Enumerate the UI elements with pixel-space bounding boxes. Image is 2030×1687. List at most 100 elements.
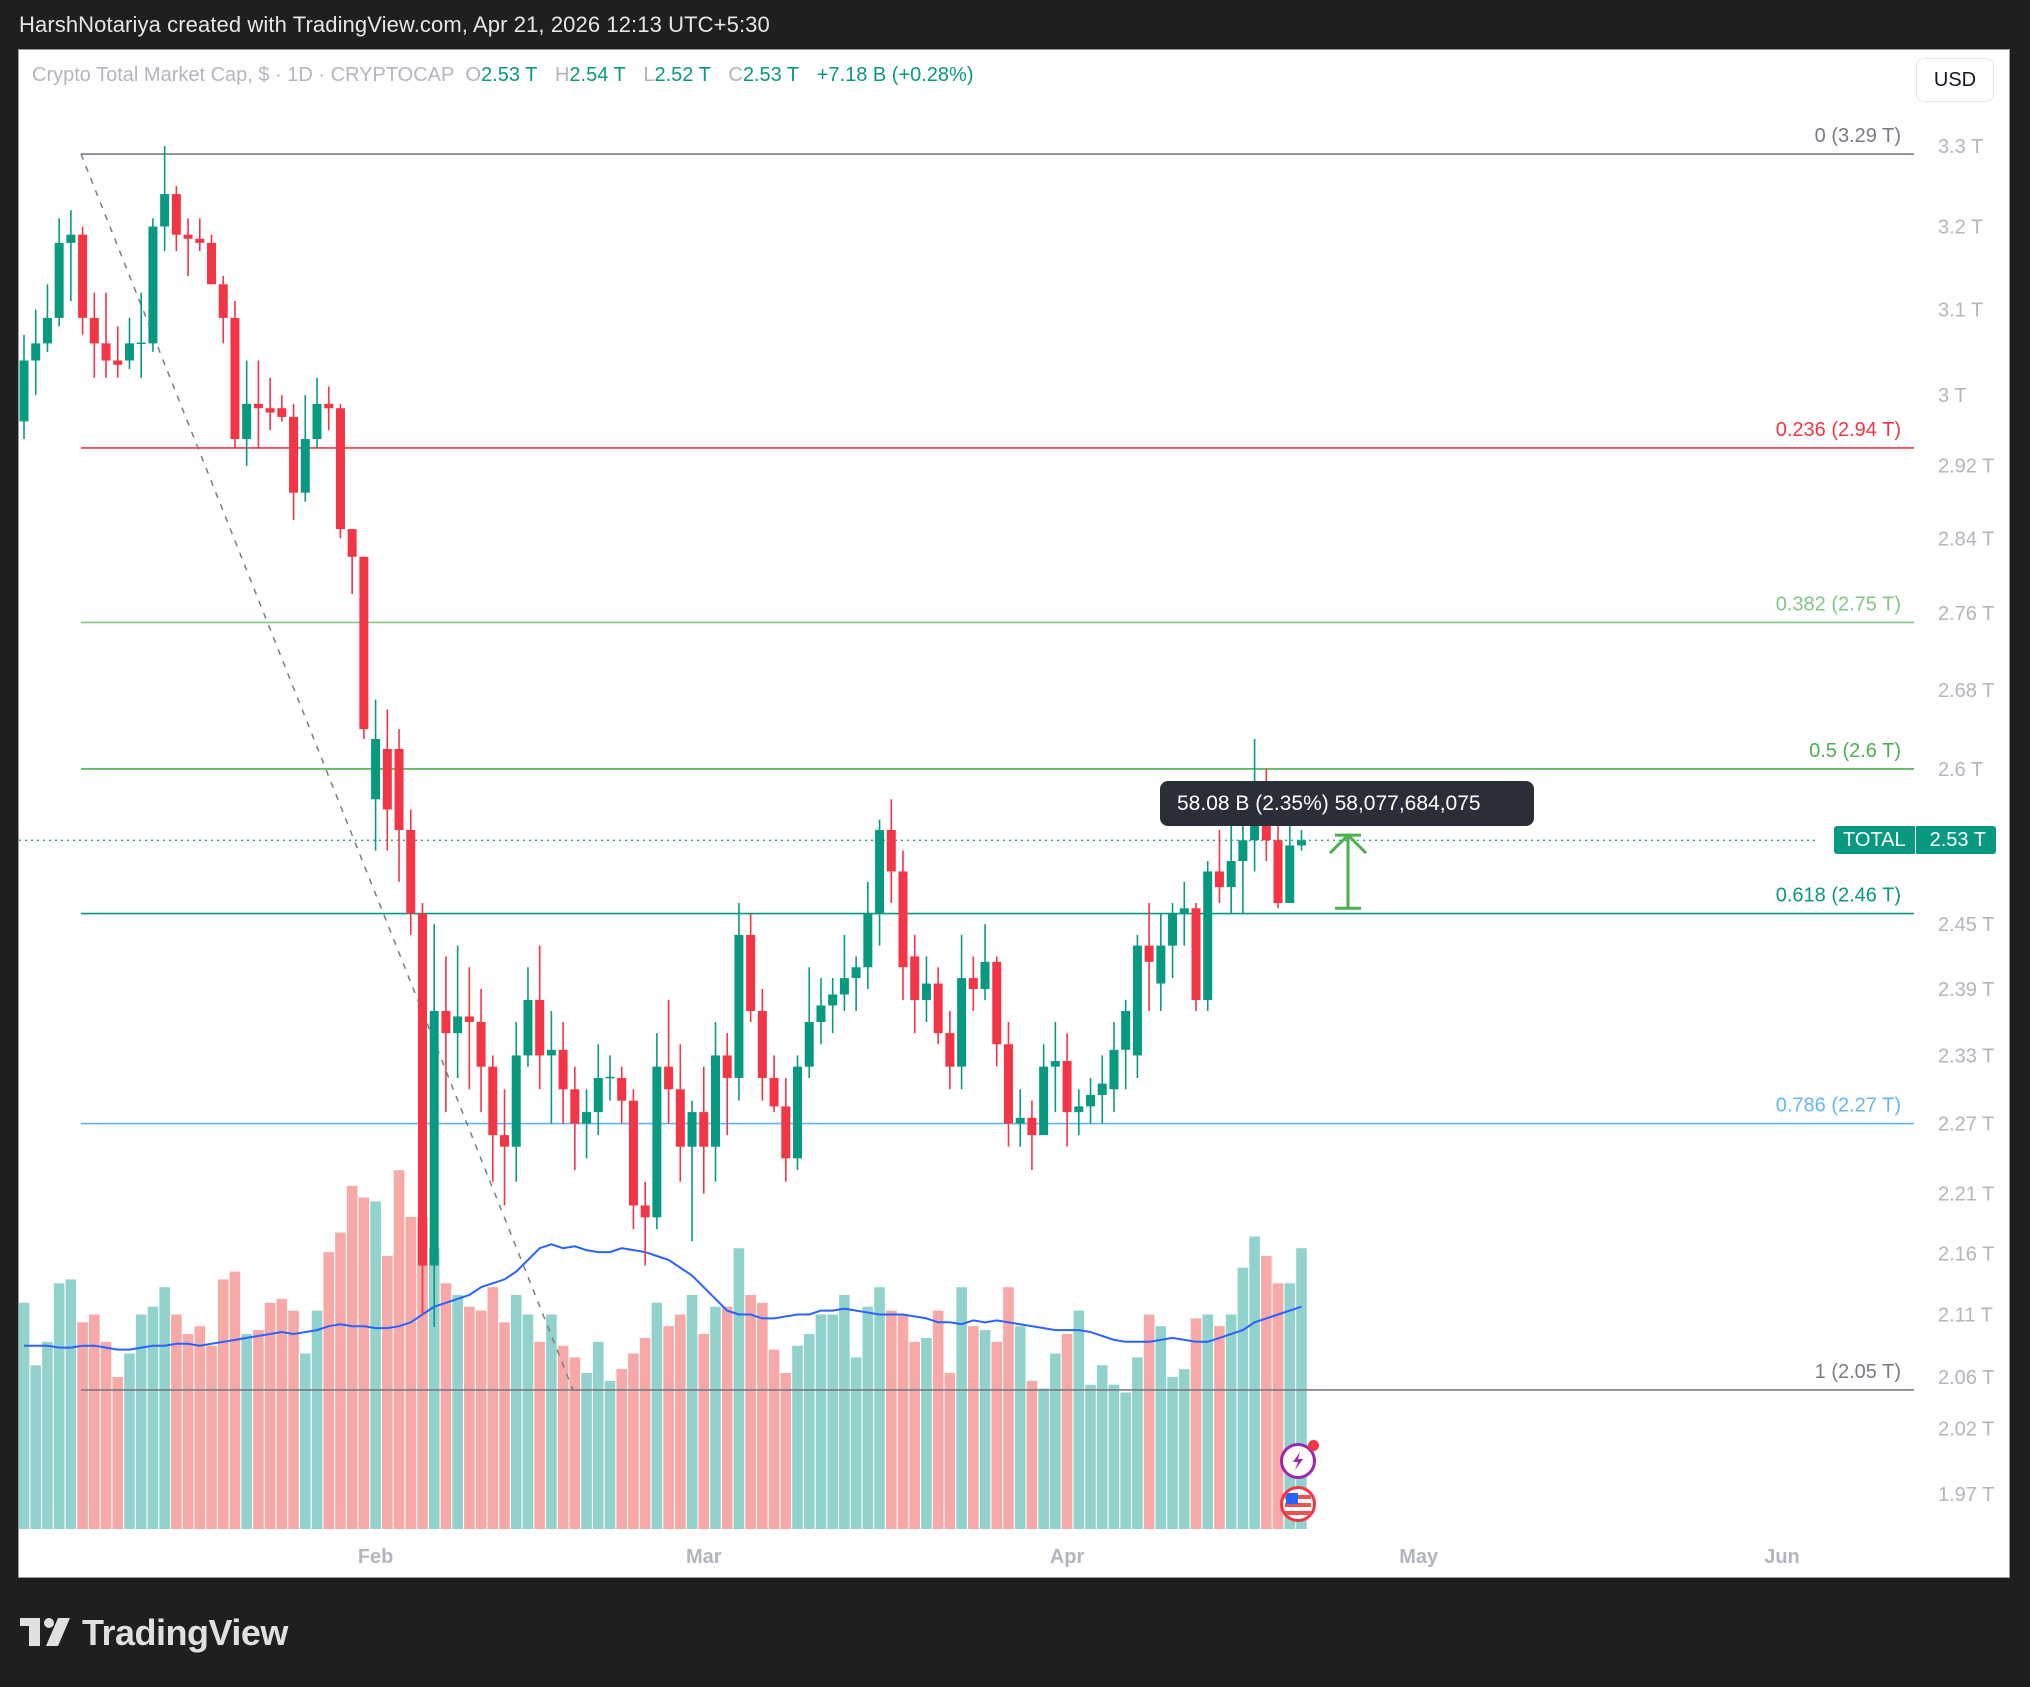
candle-body: [781, 1106, 791, 1159]
candle-body: [886, 829, 896, 872]
volume-bar: [135, 1314, 147, 1529]
volume-bar: [393, 1170, 405, 1529]
volume-bar: [522, 1314, 534, 1529]
volume-bar: [253, 1330, 264, 1529]
candle-body: [1203, 871, 1213, 1000]
candle-body: [628, 1100, 638, 1206]
close-label: C: [728, 64, 743, 86]
candle-body: [875, 829, 885, 914]
candle-body: [652, 1066, 662, 1218]
price-axis-label: 2.06 T: [1938, 1367, 1994, 1389]
volume-bar: [710, 1306, 721, 1529]
volume-bar: [499, 1322, 510, 1529]
volume-bar: [487, 1287, 499, 1529]
volume-bar: [1026, 1380, 1038, 1529]
volume-bar: [358, 1197, 370, 1529]
volume-bar: [1237, 1267, 1249, 1529]
candle-body: [945, 1033, 955, 1067]
time-axis-label: Apr: [1050, 1546, 1085, 1568]
candle-body: [453, 1016, 463, 1034]
candle-body: [124, 343, 134, 361]
candle-body: [1156, 945, 1166, 984]
volume-bar: [803, 1334, 815, 1529]
candle-body: [710, 1055, 720, 1147]
candle-body: [910, 956, 920, 1000]
volume-bar: [124, 1353, 135, 1529]
candle-body: [42, 317, 52, 344]
high-value: 2.54 T: [569, 64, 626, 86]
candle-body: [1062, 1061, 1072, 1113]
candle-body: [230, 317, 240, 440]
volume-bar: [65, 1279, 77, 1529]
chart-panel[interactable]: 0 (3.29 T) 0.236 (2.94 T) 0.382 (2.75 T) 0.…: [18, 49, 2010, 1578]
volume-bar: [417, 1217, 428, 1529]
open-label: O: [465, 64, 482, 86]
volume-bar: [897, 1314, 909, 1529]
price-axis-label: 2.16 T: [1938, 1243, 1994, 1265]
volume-bar: [1050, 1353, 1061, 1529]
price-tag-symbol: TOTAL: [1834, 826, 1916, 854]
change-value: +7.18 B (+0.28%): [816, 64, 974, 86]
price-axis-label: 2.68 T: [1938, 680, 1994, 702]
volume-bar: [815, 1314, 827, 1529]
volume-bar: [909, 1341, 921, 1529]
candle-body: [195, 238, 205, 243]
volume-bar: [581, 1373, 592, 1529]
candle-body: [1273, 840, 1283, 903]
candle-body: [101, 343, 111, 361]
volume-bar: [89, 1314, 100, 1529]
price-axis-label: 3 T: [1938, 385, 1967, 407]
volume-bar: [171, 1314, 182, 1529]
candle-body: [218, 284, 228, 318]
volume-bar: [827, 1314, 838, 1529]
open-value: 2.53 T: [481, 64, 538, 86]
candle-body: [1086, 1094, 1096, 1107]
price-axis-label: 2.45 T: [1938, 914, 1994, 936]
volume-bar: [30, 1365, 42, 1529]
volume-bar: [1284, 1283, 1296, 1529]
candle-body: [957, 978, 967, 1067]
volume-bar: [194, 1326, 206, 1529]
candle-body: [113, 360, 123, 365]
volume-bar: [979, 1330, 991, 1529]
volume-bar: [1143, 1314, 1155, 1529]
volume-bar: [346, 1185, 358, 1529]
fib-trend-line[interactable]: [80, 153, 574, 1391]
candle-body: [839, 978, 849, 995]
time-axis-label: Mar: [686, 1546, 722, 1568]
candle-body: [207, 242, 217, 285]
volume-bar: [299, 1353, 311, 1529]
volume-bar: [1096, 1365, 1108, 1529]
candle-body: [500, 1135, 510, 1147]
candle-body: [1144, 945, 1154, 962]
volume-bar: [639, 1337, 651, 1529]
fib-level-label: 1 (2.05 T): [1815, 1361, 1901, 1383]
candle-body: [89, 317, 99, 344]
candle-body: [664, 1066, 674, 1090]
fib-level-label: 0 (3.29 T): [1815, 125, 1901, 147]
volume-bar: [276, 1298, 288, 1529]
volume-bar: [112, 1376, 124, 1529]
candle-body: [1109, 1049, 1119, 1090]
candle-body: [921, 983, 931, 1000]
volume-bar: [1108, 1384, 1120, 1529]
high-label: H: [554, 64, 570, 86]
volume-bar: [1272, 1283, 1284, 1529]
candle-body: [265, 408, 275, 413]
candle-body: [136, 342, 146, 345]
volume-bar: [1073, 1310, 1085, 1529]
volume-bar: [335, 1232, 346, 1529]
us-flag-event-icon[interactable]: [1280, 1486, 1316, 1522]
time-axis-label: Jun: [1764, 1546, 1800, 1568]
candle-body: [347, 529, 357, 557]
candle-body: [406, 829, 416, 914]
candle-body: [523, 999, 533, 1056]
tradingview-logo[interactable]: TradingView: [20, 1612, 288, 1654]
volume-bar: [768, 1349, 780, 1529]
candle-body: [804, 1022, 814, 1067]
candle-body: [757, 1010, 767, 1078]
currency-button[interactable]: USD: [1916, 58, 1994, 102]
price-chart-canvas[interactable]: 0 (3.29 T) 0.236 (2.94 T) 0.382 (2.75 T) 0.…: [19, 50, 2010, 1578]
lightning-event-icon[interactable]: [1280, 1440, 1319, 1479]
measure-tooltip: 58.08 B (2.35%) 58,077,684,075: [1160, 781, 1534, 826]
